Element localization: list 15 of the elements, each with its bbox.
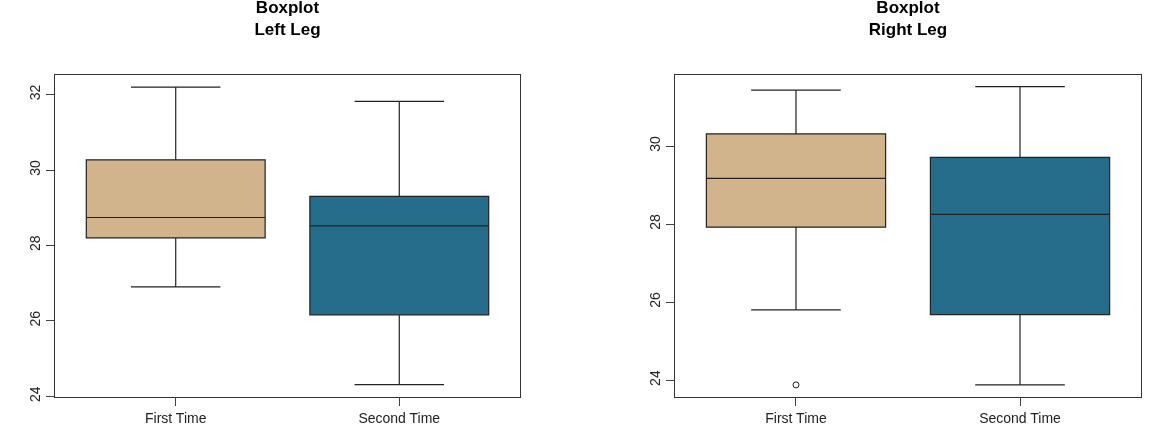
y-tick-label: 28	[27, 235, 44, 252]
x-tick-label: First Time	[765, 409, 827, 426]
chart-title: Boxplot Right Leg	[868, 0, 948, 40]
chart-title: Boxplot Left Leg	[254, 0, 321, 40]
x-tick-label: Second Time	[358, 409, 441, 426]
y-tick-label: 30	[27, 159, 44, 176]
x-tick-label: Second Time	[979, 409, 1062, 426]
y-tick-label: 28	[647, 214, 664, 230]
y-tick-label: 26	[647, 292, 664, 308]
y-tick-label: 26	[27, 310, 44, 327]
y-tick-label: 24	[647, 370, 664, 386]
y-tick-label: 32	[27, 84, 44, 101]
y-tick-label: 30	[647, 135, 664, 152]
y-tick-label: 24	[27, 386, 44, 402]
x-tick-label: First Time	[144, 409, 207, 426]
